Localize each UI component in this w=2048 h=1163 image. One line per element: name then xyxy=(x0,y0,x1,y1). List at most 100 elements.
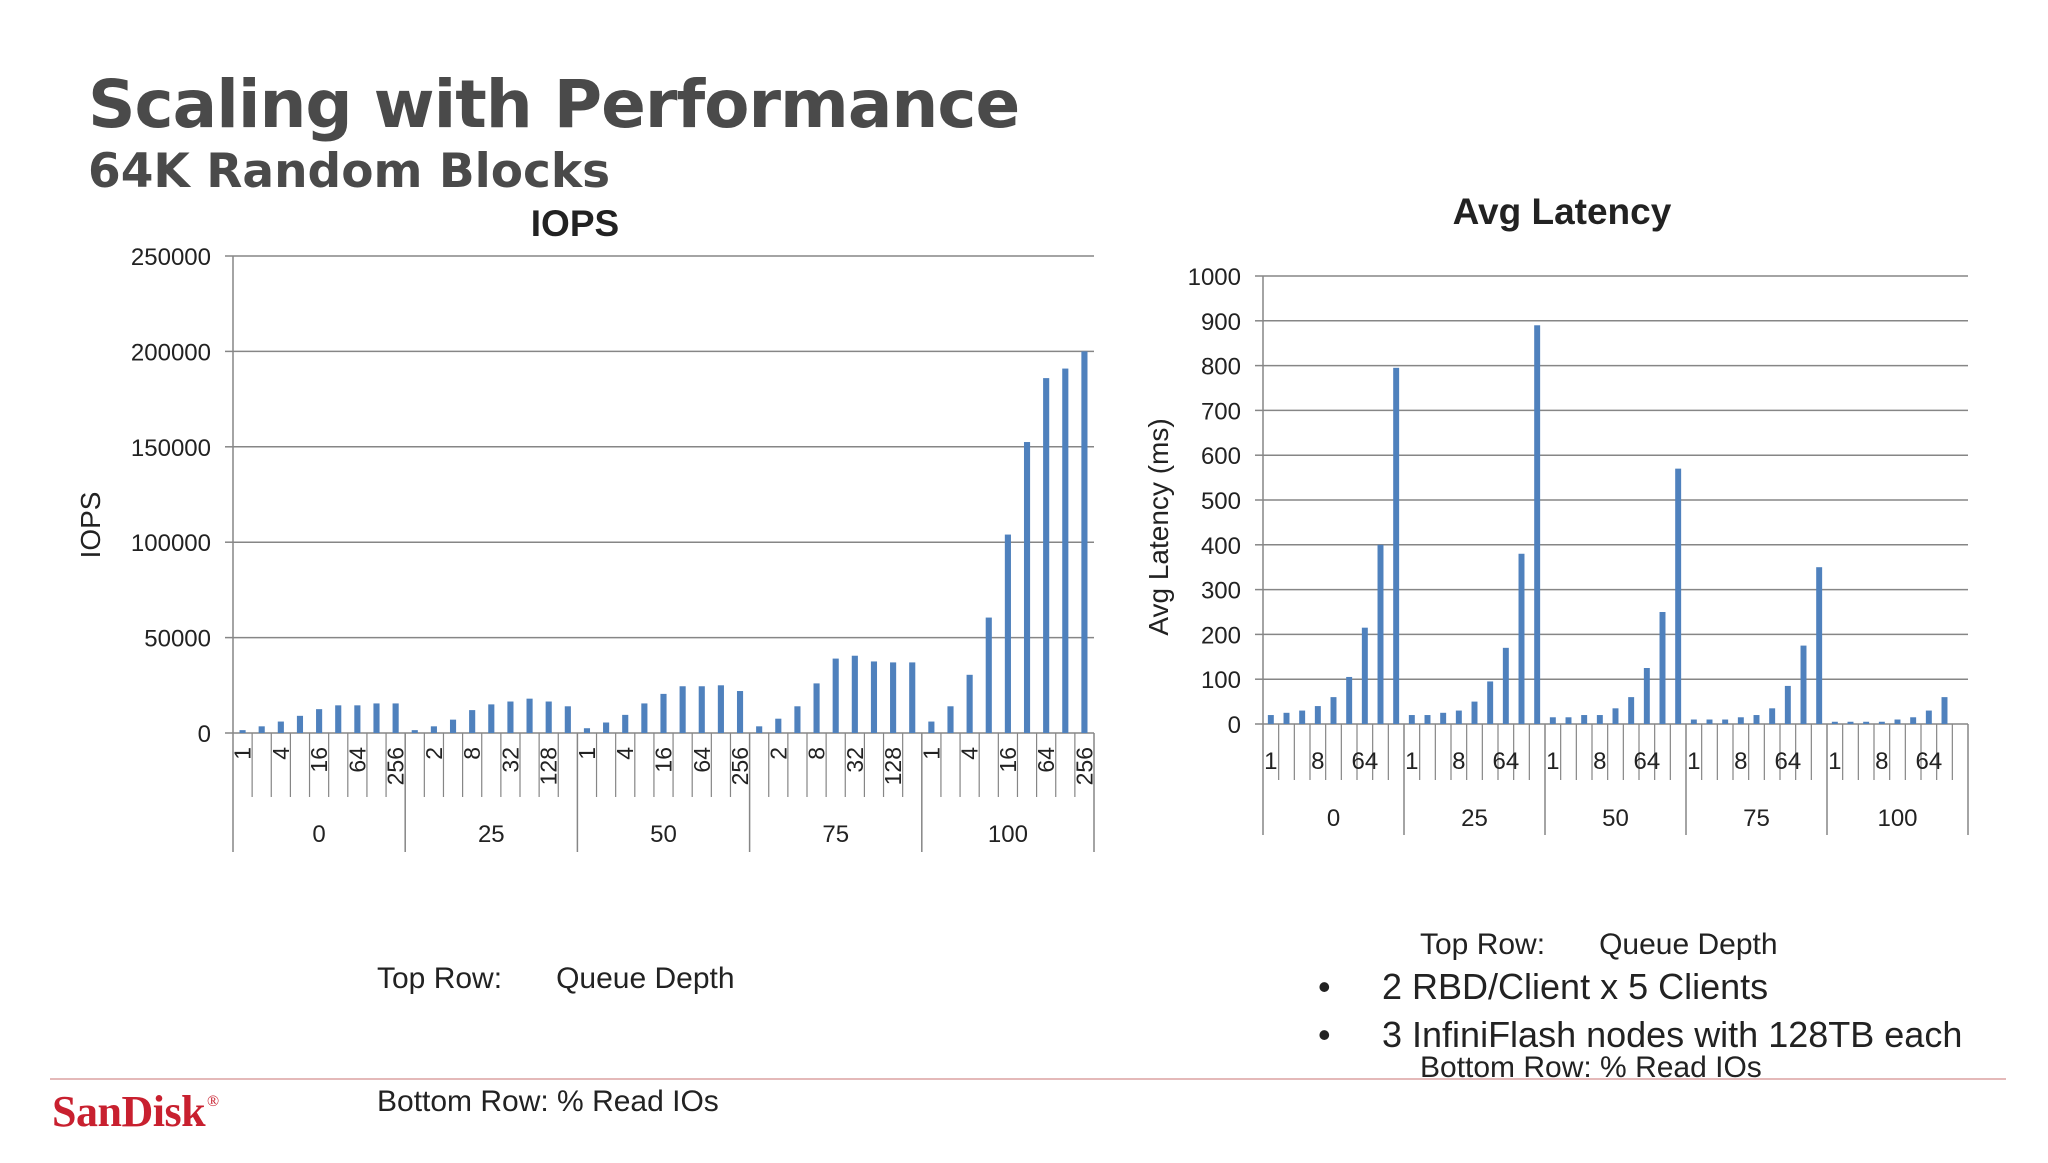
bar xyxy=(392,703,399,733)
iops-axis-legend-note: Top Row: Queue Depth Bottom Row: % Read I… xyxy=(377,876,735,1163)
x-inner-tick-label: 8 xyxy=(804,747,830,760)
bar xyxy=(1062,368,1069,733)
bar xyxy=(1643,668,1650,724)
bar xyxy=(1023,442,1031,733)
x-inner-tick-label: 8 xyxy=(1734,748,1747,775)
x-inner-tick-label: 8 xyxy=(1593,748,1606,775)
bar xyxy=(985,617,992,733)
bar xyxy=(890,662,897,733)
bar xyxy=(966,674,973,733)
bar xyxy=(641,703,648,733)
bar xyxy=(373,703,380,733)
y-tick-label: 400 xyxy=(1201,533,1241,560)
x-inner-tick-label: 1 xyxy=(1264,748,1277,775)
bar xyxy=(1753,715,1760,724)
x-inner-tick-label: 256 xyxy=(1071,747,1097,785)
bar xyxy=(1471,701,1478,724)
bar xyxy=(469,710,476,733)
bar xyxy=(1910,717,1917,724)
bar xyxy=(411,730,418,733)
bar xyxy=(1769,708,1776,724)
bar xyxy=(488,704,495,733)
legend-top-row-value: Queue Depth xyxy=(1599,928,1778,961)
x-outer-category-label: 50 xyxy=(650,821,677,848)
bar xyxy=(1004,534,1011,733)
x-outer-category-label: 75 xyxy=(1743,805,1770,832)
bar xyxy=(277,721,284,733)
bar xyxy=(870,661,878,733)
bullet-item: • 2 RBD/Client x 5 Clients xyxy=(1318,966,1962,1014)
x-outer-category-label: 75 xyxy=(822,821,849,848)
y-tick-label: 100 xyxy=(1201,667,1241,694)
bar xyxy=(1863,721,1870,724)
y-tick-label: 800 xyxy=(1201,354,1241,381)
bar xyxy=(717,685,724,733)
bar xyxy=(1549,717,1556,724)
chart-title: IOPS xyxy=(531,203,619,244)
x-outer-category-label: 25 xyxy=(1461,805,1488,832)
y-tick-label: 0 xyxy=(1228,712,1241,739)
bullet-list: • 2 RBD/Client x 5 Clients • 3 InfiniFlash… xyxy=(1318,966,1962,1062)
y-tick-label: 100000 xyxy=(131,530,211,557)
x-outer-category-label: 25 xyxy=(478,821,505,848)
x-inner-tick-label: 2 xyxy=(421,747,447,760)
bar xyxy=(1487,681,1494,724)
bar xyxy=(1659,612,1666,724)
bar xyxy=(794,706,801,733)
x-inner-tick-label: 8 xyxy=(459,747,485,760)
bar xyxy=(526,698,533,733)
x-inner-tick-label: 8 xyxy=(1452,748,1465,775)
bar xyxy=(1361,627,1368,724)
registered-mark: ® xyxy=(207,1093,219,1110)
bar xyxy=(1581,715,1588,724)
bar xyxy=(1737,717,1744,724)
bar xyxy=(736,691,744,733)
bar xyxy=(1440,712,1447,724)
x-inner-tick-label: 4 xyxy=(957,747,983,760)
x-inner-tick-label: 8 xyxy=(1311,748,1324,775)
logo-text: SanDisk xyxy=(52,1087,206,1136)
y-tick-label: 500 xyxy=(1201,488,1241,515)
bar xyxy=(335,705,342,733)
y-tick-label: 50000 xyxy=(144,626,211,653)
y-tick-label: 150000 xyxy=(131,435,211,462)
sandisk-logo: SanDisk ® xyxy=(52,1086,219,1137)
x-outer-category-label: 0 xyxy=(312,821,325,848)
bar xyxy=(1393,367,1400,724)
bar xyxy=(1628,697,1635,724)
bar xyxy=(622,714,629,733)
bar xyxy=(1816,567,1823,724)
bar xyxy=(832,658,839,733)
bar xyxy=(603,722,610,733)
bar xyxy=(564,706,571,733)
y-tick-label: 300 xyxy=(1201,578,1241,605)
bar xyxy=(1518,553,1525,724)
x-inner-tick-label: 1 xyxy=(1828,748,1841,775)
y-tick-label: 0 xyxy=(198,721,211,748)
legend-bottom-row: Bottom Row: % Read IOs xyxy=(377,1085,719,1118)
bar xyxy=(909,662,916,733)
bullet-item: • 3 InfiniFlash nodes with 128TB each xyxy=(1318,1014,1962,1062)
bar xyxy=(1314,706,1321,724)
bullet-text: 3 InfiniFlash nodes with 128TB each xyxy=(1382,1014,1963,1055)
bar xyxy=(1565,717,1572,724)
x-inner-tick-label: 256 xyxy=(383,747,409,785)
x-inner-tick-label: 16 xyxy=(995,747,1021,773)
bar xyxy=(1941,697,1948,724)
legend-top-row-label: Top Row: xyxy=(1420,928,1546,961)
bar xyxy=(1706,719,1713,724)
x-inner-tick-label: 8 xyxy=(1875,748,1888,775)
chart-title: Avg Latency xyxy=(1453,191,1672,232)
x-outer-category-label: 100 xyxy=(988,821,1028,848)
x-inner-tick-label: 64 xyxy=(689,747,715,773)
y-tick-label: 250000 xyxy=(131,244,211,271)
bar xyxy=(851,655,858,733)
x-inner-tick-label: 1 xyxy=(1687,748,1700,775)
x-inner-tick-label: 4 xyxy=(268,747,294,760)
slide-subtitle: 64K Random Blocks xyxy=(88,144,611,199)
x-inner-tick-label: 1 xyxy=(230,747,256,760)
bar xyxy=(1283,712,1290,724)
bar xyxy=(1502,647,1509,724)
